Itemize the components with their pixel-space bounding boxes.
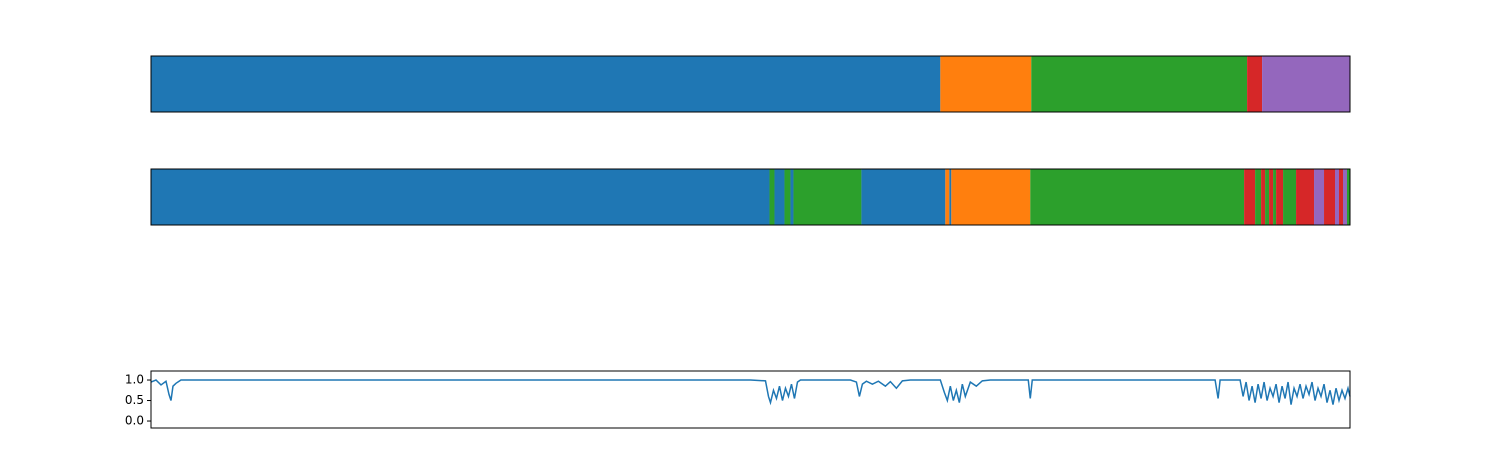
segment (1269, 169, 1274, 225)
segment (1314, 169, 1325, 225)
segment (769, 169, 775, 225)
segment (861, 169, 946, 225)
segment (940, 56, 1032, 112)
segment (1335, 169, 1340, 225)
axes-frame (150, 55, 1351, 113)
segment (793, 169, 862, 225)
segment (1247, 56, 1263, 112)
segment (1339, 169, 1344, 225)
segment (1031, 56, 1248, 112)
segment (1262, 56, 1350, 112)
segment (1276, 169, 1284, 225)
segment (949, 169, 952, 225)
segment (1030, 169, 1245, 225)
segment (1273, 169, 1277, 225)
y-tick-label: 0.5 (125, 393, 144, 407)
segment (1324, 169, 1336, 225)
segment (1283, 169, 1297, 225)
segment (945, 169, 950, 225)
segment (1255, 169, 1262, 225)
y-tick-label: 1.0 (125, 373, 144, 387)
segment (151, 56, 941, 112)
segment (1261, 169, 1266, 225)
segment (1347, 169, 1350, 225)
segment (951, 169, 1031, 225)
axes-frame (150, 168, 1351, 226)
segment (1343, 169, 1348, 225)
segment (1265, 169, 1270, 225)
segment (151, 169, 770, 225)
segment (1296, 169, 1315, 225)
segment (790, 169, 794, 225)
segment (784, 169, 791, 225)
y-tick-label: 0.0 (125, 414, 144, 428)
segment (1244, 169, 1256, 225)
axes-frame (150, 370, 1351, 429)
line (150, 379, 1351, 406)
segment (774, 169, 785, 225)
